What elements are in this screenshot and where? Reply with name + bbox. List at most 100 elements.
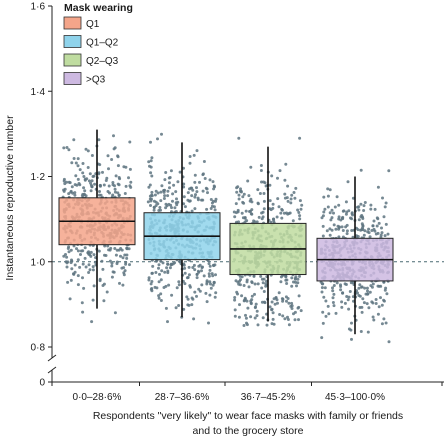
data-point [154, 271, 158, 274]
data-point [249, 302, 253, 306]
data-point [265, 323, 269, 327]
data-point [242, 324, 246, 327]
legend-title: Mask wearing [64, 2, 133, 14]
data-point [377, 221, 381, 225]
data-point [102, 282, 106, 286]
data-point [212, 263, 215, 267]
data-point [337, 203, 341, 207]
data-point [372, 219, 376, 223]
data-point [159, 292, 163, 296]
data-point [368, 235, 372, 239]
data-point [320, 336, 324, 340]
data-point [89, 189, 93, 193]
data-point [261, 316, 265, 320]
data-point [253, 282, 257, 286]
data-point [380, 322, 384, 326]
data-point [86, 149, 90, 153]
y-axis-break-mark-lower [47, 366, 57, 374]
data-point [128, 140, 132, 144]
data-point [107, 167, 110, 171]
data-point [290, 276, 294, 280]
data-point [346, 180, 350, 184]
data-point [212, 281, 216, 285]
data-point [255, 314, 259, 318]
data-point [360, 305, 364, 309]
data-point [154, 204, 158, 208]
data-point [209, 282, 212, 286]
data-point [169, 169, 173, 173]
data-point [166, 262, 170, 266]
data-point [124, 165, 128, 169]
data-point [381, 196, 384, 200]
data-point [177, 280, 181, 284]
data-point [188, 161, 192, 165]
data-point [256, 282, 260, 286]
data-point [261, 210, 265, 214]
data-point [369, 207, 373, 211]
data-point [233, 314, 237, 318]
data-point [110, 264, 114, 268]
data-point [111, 270, 115, 274]
data-point [271, 217, 275, 221]
data-point [321, 224, 325, 228]
data-point [289, 201, 293, 205]
data-point [254, 302, 258, 306]
data-point [76, 283, 80, 287]
data-point [366, 292, 369, 296]
data-point [174, 306, 178, 310]
data-point [176, 200, 180, 204]
data-point [122, 266, 126, 270]
data-point [341, 229, 345, 232]
data-point [106, 190, 110, 193]
data-point [275, 298, 279, 302]
data-point [187, 273, 191, 277]
data-point [279, 275, 283, 279]
data-point [283, 196, 287, 200]
data-point [117, 194, 121, 198]
data-point [192, 317, 196, 321]
data-point [75, 183, 79, 187]
x-tick-label: 45·3–100·0% [325, 392, 385, 403]
data-point [98, 190, 101, 193]
data-point [366, 230, 370, 234]
data-point [337, 227, 341, 231]
data-point [256, 323, 260, 327]
data-point [190, 296, 194, 300]
data-point [121, 283, 125, 287]
data-point [283, 192, 287, 196]
data-point [256, 188, 260, 192]
data-point [365, 302, 369, 306]
data-point [171, 199, 174, 203]
data-point [128, 263, 131, 267]
data-point [328, 211, 332, 215]
data-point [271, 317, 275, 321]
data-point [242, 192, 246, 196]
data-point [374, 232, 378, 236]
data-point [97, 249, 101, 253]
data-point [334, 311, 338, 315]
data-point [149, 282, 153, 286]
data-point [203, 177, 207, 180]
data-point [197, 287, 201, 291]
data-point [331, 286, 334, 290]
data-point [236, 185, 240, 189]
data-point [330, 216, 334, 220]
data-point [246, 306, 250, 310]
data-point [210, 204, 214, 208]
data-point [182, 195, 186, 199]
data-point [186, 297, 190, 301]
data-point [63, 182, 67, 186]
data-point [154, 200, 158, 204]
axes-layer: Instantaneous reproductive number Respon… [4, 2, 444, 437]
data-point [167, 283, 171, 287]
data-point [73, 193, 77, 197]
data-point [324, 314, 328, 318]
data-point [101, 267, 105, 271]
data-point [182, 262, 186, 266]
data-point [114, 253, 118, 257]
data-point [156, 191, 160, 195]
data-point [68, 297, 72, 301]
data-point [108, 259, 112, 263]
data-point [166, 189, 170, 193]
data-point [256, 202, 260, 206]
